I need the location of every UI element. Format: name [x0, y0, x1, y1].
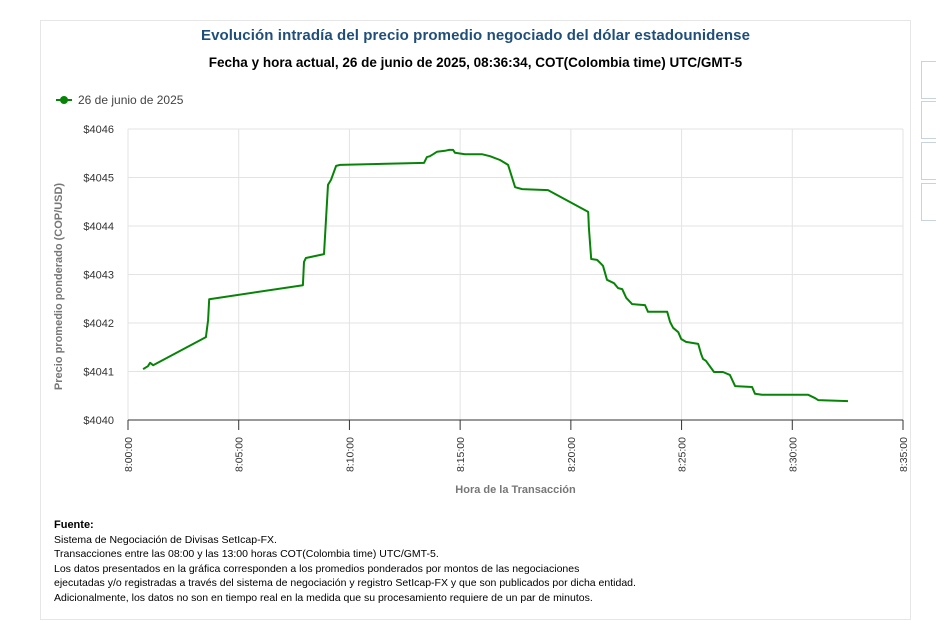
source-note: Fuente: Sistema de Negociación de Divisa…	[54, 518, 636, 605]
legend-label: 26 de junio de 2025	[78, 93, 184, 107]
source-heading: Fuente:	[54, 519, 94, 531]
legend-marker-icon	[56, 96, 72, 104]
source-line: ejecutadas y/o registradas a través del …	[54, 577, 636, 589]
x-tick-label: 8:00:00	[123, 437, 135, 472]
source-line: Los datos presentados en la gráfica corr…	[54, 562, 580, 575]
y-tick-label: $4043	[83, 270, 114, 282]
y-tick-label: $4040	[83, 415, 114, 427]
x-tick-label: 8:05:00	[234, 437, 246, 472]
side-panel-tab[interactable]	[921, 183, 936, 221]
side-panel-tab[interactable]	[921, 61, 936, 99]
x-tick-label: 8:20:00	[566, 437, 578, 472]
chart-title: Evolución intradía del precio promedio n…	[200, 27, 751, 44]
source-line: Adicionalmente, los datos no son en tiem…	[54, 591, 593, 604]
y-tick-label: $4041	[83, 367, 114, 379]
side-panel-tab[interactable]	[921, 142, 936, 180]
x-tick-label: 8:35:00	[898, 437, 910, 472]
side-panel-tab[interactable]	[921, 101, 936, 139]
y-axis-title: Precio promedio ponderado (COP/USD)	[53, 183, 65, 391]
x-tick-label: 8:30:00	[787, 437, 799, 472]
y-tick-label: $4046	[83, 124, 114, 136]
x-tick-label: 8:15:00	[455, 437, 467, 472]
chart-subtitle: Fecha y hora actual, 26 de junio de 2025…	[208, 55, 743, 70]
y-tick-label: $4042	[83, 318, 114, 330]
legend-item[interactable]: 26 de junio de 2025	[56, 93, 183, 107]
x-axis-title: Hora de la Transacción	[455, 484, 576, 496]
y-tick-label: $4044	[83, 221, 114, 233]
source-line: Transacciones entre las 08:00 y las 13:0…	[54, 548, 439, 560]
series-line	[142, 148, 849, 403]
x-tick-label: 8:10:00	[344, 437, 356, 472]
source-line: Sistema de Negociación de Divisas SetIca…	[54, 533, 277, 546]
x-tick-label: 8:25:00	[677, 437, 689, 472]
y-tick-label: $4045	[83, 173, 114, 185]
